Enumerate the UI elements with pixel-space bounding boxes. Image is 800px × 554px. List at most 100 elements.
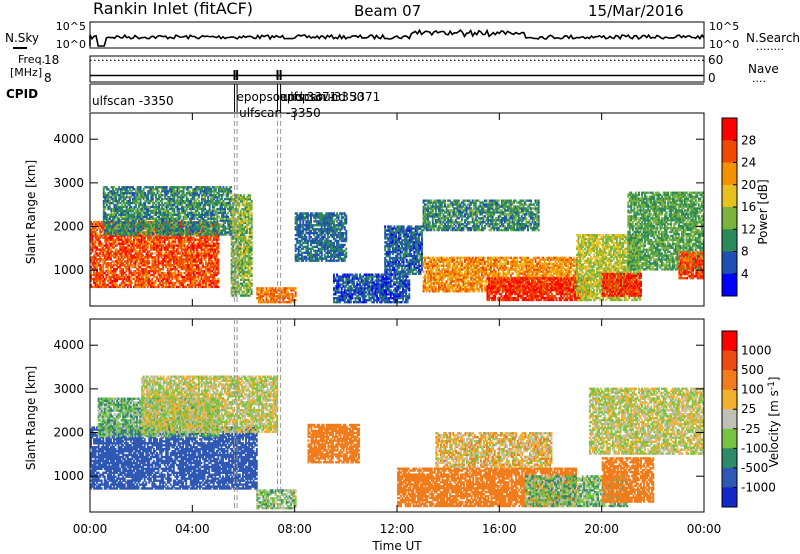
level-cell xyxy=(230,265,233,268)
level-cell xyxy=(323,230,326,233)
level-cell xyxy=(159,254,162,257)
level-cell xyxy=(129,240,132,243)
level-cell xyxy=(159,233,162,236)
level-cell xyxy=(202,221,205,224)
level-cell xyxy=(213,233,216,236)
level-cell xyxy=(322,232,325,235)
level-cell xyxy=(311,212,314,215)
level-cell xyxy=(182,194,185,197)
level-cell xyxy=(107,188,110,191)
level-cell xyxy=(164,211,167,215)
level-cell xyxy=(113,240,115,243)
level-cell xyxy=(171,246,174,249)
level-cell xyxy=(177,285,180,289)
level-cell xyxy=(232,257,235,260)
level-cell xyxy=(114,268,117,271)
level-cell xyxy=(233,231,236,234)
level-cell xyxy=(303,251,306,254)
level-cell xyxy=(221,215,223,218)
level-cell xyxy=(97,220,100,224)
level-cell xyxy=(300,237,303,241)
level-cell xyxy=(216,197,219,201)
level-cell xyxy=(233,253,236,256)
level-cell xyxy=(133,254,135,257)
level-cell xyxy=(199,283,201,287)
level-cell xyxy=(172,250,175,253)
level-cell xyxy=(232,209,235,213)
level-cell xyxy=(138,223,141,226)
level-cell xyxy=(93,260,96,263)
level-cell xyxy=(116,192,119,195)
level-cell xyxy=(167,203,170,207)
level-cell xyxy=(250,229,253,232)
level-cell xyxy=(192,260,195,263)
level-cell xyxy=(118,205,121,209)
level-cell xyxy=(142,264,145,267)
level-cell xyxy=(204,233,207,236)
level-cell xyxy=(214,273,217,277)
level-cell xyxy=(208,225,211,228)
level-cell xyxy=(165,233,168,236)
level-cell xyxy=(239,259,242,262)
level-cell xyxy=(174,266,177,269)
level-cell xyxy=(140,242,143,245)
level-cell xyxy=(243,213,245,217)
level-cell xyxy=(147,217,150,220)
level-cell xyxy=(209,256,212,259)
level-cell xyxy=(132,227,134,230)
level-cell xyxy=(159,221,162,224)
level-cell xyxy=(185,258,188,261)
level-cell xyxy=(205,190,208,193)
level-cell xyxy=(202,248,205,251)
level-cell xyxy=(135,190,137,193)
level-cell xyxy=(259,295,262,298)
level-cell xyxy=(119,205,122,209)
level-cell xyxy=(249,251,252,254)
level-cell xyxy=(179,186,182,189)
level-cell xyxy=(243,257,245,260)
level-cell xyxy=(181,186,184,189)
level-cell xyxy=(211,281,214,285)
level-cell xyxy=(125,252,128,255)
level-cell xyxy=(243,276,245,280)
level-cell xyxy=(102,268,105,271)
level-cell xyxy=(232,243,235,246)
level-cell xyxy=(250,272,253,276)
level-cell xyxy=(311,232,314,235)
level-cell xyxy=(148,236,151,239)
level-cell xyxy=(191,233,194,236)
level-cell xyxy=(93,228,96,232)
level-cell xyxy=(135,203,137,207)
level-cell xyxy=(188,213,191,216)
level-cell xyxy=(129,242,132,245)
level-cell xyxy=(96,277,99,281)
level-cell xyxy=(145,221,148,224)
level-cell xyxy=(179,244,181,247)
level-cell xyxy=(243,235,245,238)
level-cell xyxy=(94,226,97,230)
level-cell xyxy=(99,240,102,243)
level-cell xyxy=(168,196,171,199)
level-cell xyxy=(302,235,305,239)
level-cell xyxy=(145,186,148,189)
level-cell xyxy=(215,260,218,263)
level-cell xyxy=(162,285,165,289)
level-cell xyxy=(139,225,142,228)
level-cell xyxy=(244,217,247,221)
level-cell xyxy=(122,225,125,228)
level-cell xyxy=(232,294,235,297)
level-cell xyxy=(102,221,105,224)
level-cell xyxy=(164,197,167,201)
level-cell xyxy=(197,252,200,255)
level-cell xyxy=(214,238,217,241)
level-cell xyxy=(210,217,213,220)
level-cell xyxy=(139,279,142,283)
level-cell xyxy=(205,234,208,237)
level-cell xyxy=(163,240,166,243)
level-cell xyxy=(230,221,233,225)
level-cell xyxy=(191,211,194,215)
level-cell xyxy=(159,273,162,277)
level-cell xyxy=(224,203,227,207)
level-cell xyxy=(191,236,194,239)
level-cell xyxy=(144,203,147,207)
